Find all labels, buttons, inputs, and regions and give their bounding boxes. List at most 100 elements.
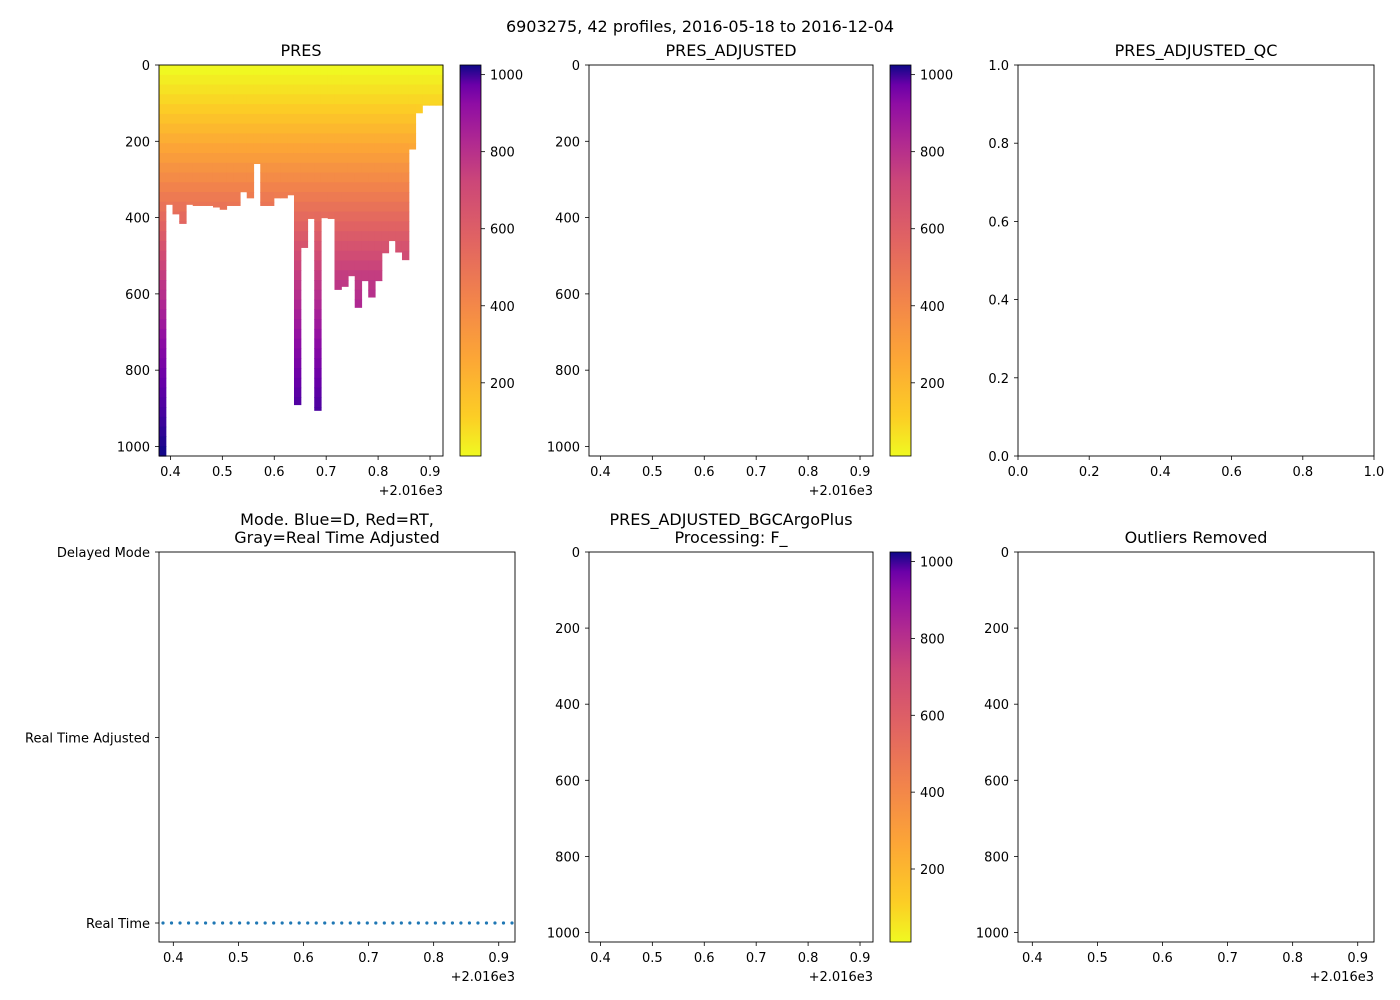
heatmap-cell xyxy=(368,192,376,203)
x-offset-label: +2.016e3 xyxy=(451,970,515,985)
x-tick-label: 0.8 xyxy=(798,465,819,480)
heatmap-cell xyxy=(172,74,180,86)
heatmap-cell xyxy=(347,260,356,271)
heatmap-cell xyxy=(334,113,342,125)
heatmap-cell xyxy=(293,299,302,310)
heatmap-cell xyxy=(266,143,275,154)
colorbar-tick-label: 1000 xyxy=(490,69,523,84)
heatmap-cell xyxy=(388,192,396,203)
heatmap-cell xyxy=(159,250,167,262)
heatmap-cell xyxy=(361,231,369,242)
heatmap-cell xyxy=(199,182,207,193)
heatmap-cell xyxy=(159,280,167,291)
heatmap-cell xyxy=(300,192,309,203)
heatmap-cell xyxy=(361,211,369,222)
heatmap-cell xyxy=(212,113,221,125)
heatmap-cell xyxy=(266,152,275,164)
colorbar-frame xyxy=(889,64,912,457)
y-tick-label: 0 xyxy=(1001,546,1009,561)
heatmap-cell xyxy=(395,211,403,222)
heatmap-cell xyxy=(374,162,383,174)
heatmap-cell xyxy=(347,113,356,125)
heatmap-cell xyxy=(293,377,302,389)
heatmap-cell xyxy=(192,113,201,125)
heatmap-cell xyxy=(341,152,349,164)
heatmap-cell xyxy=(233,162,241,174)
mode-point xyxy=(374,921,378,925)
mode-point xyxy=(314,921,318,925)
x-tick-label: 0.2 xyxy=(1079,465,1100,480)
heatmap-cell xyxy=(388,123,396,135)
heatmap-cell xyxy=(185,162,194,174)
heatmap-cell xyxy=(212,172,221,183)
heatmap-cell xyxy=(199,84,207,95)
heatmap-cell xyxy=(293,221,302,232)
heatmap-cell xyxy=(219,201,228,210)
heatmap-cell xyxy=(347,162,356,174)
heatmap-cell xyxy=(212,162,221,174)
heatmap-cell xyxy=(159,94,167,105)
heatmap-cell xyxy=(361,74,369,86)
y-tick-label: 400 xyxy=(984,698,1009,713)
heatmap-cell xyxy=(307,104,315,115)
colorbar-gradient xyxy=(890,552,911,942)
mode-point xyxy=(510,921,514,925)
heatmap-cell xyxy=(219,74,228,86)
heatmap-cell xyxy=(307,143,315,154)
x-tick-label: 0.5 xyxy=(228,951,249,966)
plot-title: PRES_ADJUSTED_BGCArgoPlus xyxy=(609,510,852,530)
heatmap-cell xyxy=(354,231,363,242)
colorbar-tick-label: 200 xyxy=(920,863,945,878)
y-tick-label: 200 xyxy=(555,622,580,637)
heatmap-cell xyxy=(361,240,369,252)
heatmap-cell xyxy=(368,113,376,125)
heatmap-cell xyxy=(159,397,167,408)
heatmap-cell xyxy=(327,74,336,86)
heatmap-cell xyxy=(293,162,302,174)
heatmap-cell xyxy=(226,113,234,125)
heatmap-cell xyxy=(233,123,241,135)
heatmap-cell xyxy=(435,74,444,86)
heatmap-cell xyxy=(381,231,390,242)
heatmap-cell xyxy=(388,152,396,164)
heatmap-cell xyxy=(368,65,376,76)
heatmap-cell xyxy=(165,84,174,95)
heatmap-cell xyxy=(185,74,194,86)
heatmap-cell xyxy=(361,270,369,281)
heatmap-cell xyxy=(327,182,336,193)
y-tick-label: 0.8 xyxy=(988,137,1009,152)
heatmap-cell xyxy=(314,211,322,222)
heatmap-cell xyxy=(320,211,329,219)
heatmap-cell xyxy=(226,152,234,164)
heatmap-cell xyxy=(280,113,288,125)
heatmap-cell xyxy=(293,289,302,301)
heatmap-cell xyxy=(159,182,167,193)
heatmap-cell xyxy=(428,65,437,76)
heatmap-cell xyxy=(199,162,207,174)
heatmap-cell xyxy=(361,152,369,164)
heatmap-cell xyxy=(159,426,167,438)
heatmap-cell xyxy=(368,240,376,252)
heatmap-cell xyxy=(334,182,342,193)
heatmap-cell xyxy=(314,289,322,301)
heatmap-cell xyxy=(320,182,329,193)
heatmap-cell xyxy=(320,94,329,105)
heatmap-cell xyxy=(172,123,180,135)
heatmap-cell xyxy=(287,65,295,76)
mode-point xyxy=(340,921,344,925)
outliers-panel: Outliers Removed 0.4 0.5 0.6 0.7 0.8 0.9 +2.016… xyxy=(976,528,1375,985)
heatmap-cell xyxy=(388,143,396,154)
heatmap-cell xyxy=(300,74,309,86)
heatmap-cell xyxy=(435,65,444,76)
heatmap-cell xyxy=(354,152,363,164)
heatmap-cell xyxy=(307,192,315,203)
heatmap-cell xyxy=(341,270,349,281)
heatmap-cell xyxy=(334,270,342,281)
heatmap-cell xyxy=(287,192,295,196)
heatmap-cell xyxy=(401,65,410,76)
heatmap-cell xyxy=(287,172,295,183)
heatmap-cell xyxy=(165,143,174,154)
heatmap-cell xyxy=(408,123,417,135)
mode-point xyxy=(220,921,225,925)
heatmap-cell xyxy=(179,113,187,125)
